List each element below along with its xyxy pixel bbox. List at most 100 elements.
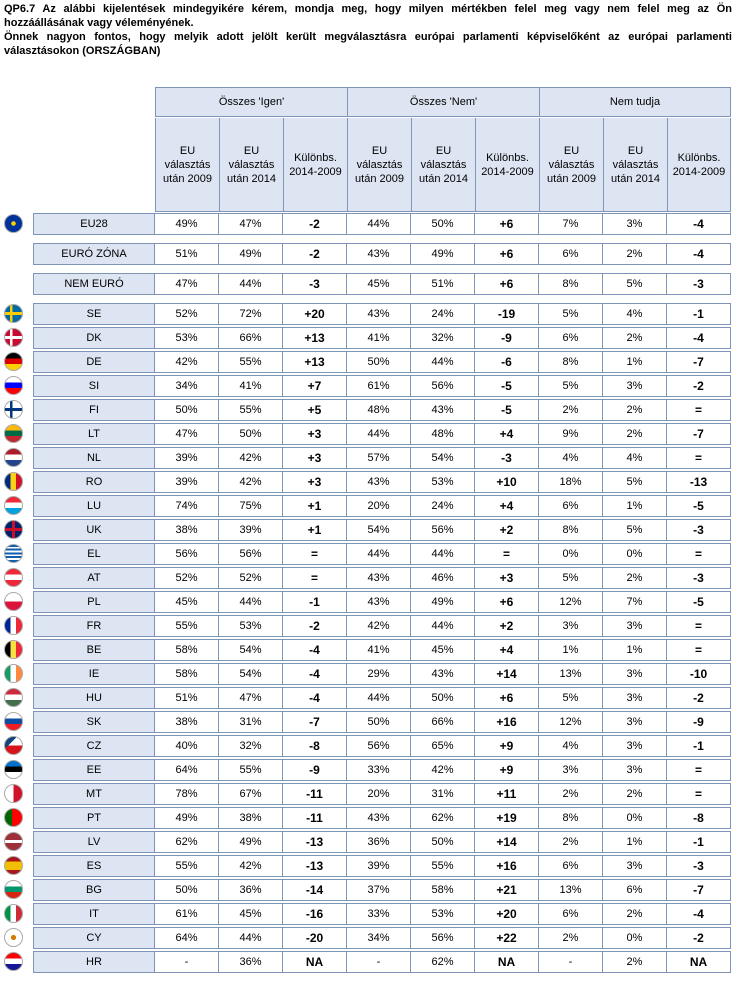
difference-cell: = [667, 543, 731, 565]
value-cell: 44% [411, 543, 475, 565]
value-cell: 3% [603, 855, 667, 877]
difference-cell: +11 [475, 783, 539, 805]
difference-cell: +5 [283, 399, 347, 421]
value-cell: 2% [603, 783, 667, 805]
value-cell: 43% [347, 303, 411, 325]
value-cell: 43% [411, 399, 475, 421]
difference-cell: -3 [667, 273, 731, 295]
value-cell: 3% [539, 759, 603, 781]
value-cell: 0% [539, 543, 603, 565]
flag-ie-icon [4, 664, 23, 683]
difference-cell: -13 [667, 471, 731, 493]
difference-cell: -5 [667, 495, 731, 517]
difference-cell: -4 [667, 327, 731, 349]
value-cell: 12% [539, 711, 603, 733]
value-cell: 64% [155, 759, 219, 781]
value-cell: 2% [539, 783, 603, 805]
difference-cell: = [667, 399, 731, 421]
value-cell: 4% [603, 447, 667, 469]
value-cell: 5% [539, 687, 603, 709]
value-cell: 52% [155, 567, 219, 589]
row-label: PL [33, 591, 155, 613]
value-cell: 7% [603, 591, 667, 613]
difference-cell: +19 [475, 807, 539, 829]
row-label: DE [33, 351, 155, 373]
value-cell: 54% [347, 519, 411, 541]
difference-cell: -1 [283, 591, 347, 613]
row-label: FR [33, 615, 155, 637]
value-cell: - [347, 951, 411, 973]
value-cell: 55% [219, 351, 283, 373]
flag-be-icon [4, 640, 23, 659]
flag-fr-icon [4, 616, 23, 635]
value-cell: 55% [155, 615, 219, 637]
row-label: MT [33, 783, 155, 805]
column-header: EU választás után 2009 [539, 118, 603, 212]
value-cell: 50% [219, 423, 283, 445]
row-label: LT [33, 423, 155, 445]
difference-cell: +13 [283, 351, 347, 373]
value-cell: 37% [347, 879, 411, 901]
difference-cell: -6 [475, 351, 539, 373]
difference-cell: +21 [475, 879, 539, 901]
value-cell: 2% [603, 567, 667, 589]
value-cell: 55% [219, 399, 283, 421]
difference-cell: +9 [475, 759, 539, 781]
value-cell: 50% [411, 687, 475, 709]
row-label: HU [33, 687, 155, 709]
value-cell: 7% [539, 213, 603, 235]
value-cell: 31% [219, 711, 283, 733]
row-label: AT [33, 567, 155, 589]
value-cell: 66% [219, 327, 283, 349]
flag-at-icon [4, 568, 23, 587]
value-cell: 49% [155, 807, 219, 829]
value-cell: 43% [347, 243, 411, 265]
value-cell: 5% [539, 303, 603, 325]
value-cell: 2% [539, 927, 603, 949]
value-cell: 49% [219, 831, 283, 853]
value-cell: 44% [219, 273, 283, 295]
difference-cell: +6 [475, 687, 539, 709]
value-cell: 57% [347, 447, 411, 469]
flag-hu-icon [4, 688, 23, 707]
value-cell: 2% [603, 951, 667, 973]
value-cell: 5% [603, 519, 667, 541]
row-label: FI [33, 399, 155, 421]
difference-cell: +20 [283, 303, 347, 325]
value-cell: 39% [155, 471, 219, 493]
flag-bg-icon [4, 880, 23, 899]
value-cell: 49% [219, 243, 283, 265]
value-cell: 2% [603, 423, 667, 445]
difference-cell: -1 [667, 303, 731, 325]
difference-cell: -14 [283, 879, 347, 901]
row-label: LU [33, 495, 155, 517]
difference-cell: +6 [475, 243, 539, 265]
difference-cell: -19 [475, 303, 539, 325]
column-header: EU választás után 2009 [155, 118, 219, 212]
value-cell: 56% [155, 543, 219, 565]
row-label: RO [33, 471, 155, 493]
value-cell: 3% [539, 615, 603, 637]
difference-cell: = [283, 567, 347, 589]
difference-cell: -9 [475, 327, 539, 349]
flag-lv-icon [4, 832, 23, 851]
row-label: HR [33, 951, 155, 973]
value-cell: 2% [603, 399, 667, 421]
flag-dk-icon [4, 328, 23, 347]
flag-el-icon [4, 544, 23, 563]
value-cell: 4% [603, 303, 667, 325]
value-cell: 32% [411, 327, 475, 349]
value-cell: 38% [155, 711, 219, 733]
difference-cell: = [667, 615, 731, 637]
difference-cell: -5 [475, 399, 539, 421]
value-cell: 52% [219, 567, 283, 589]
difference-cell: +6 [475, 273, 539, 295]
flag-pl-icon [4, 592, 23, 611]
value-cell: 50% [347, 711, 411, 733]
value-cell: 20% [347, 783, 411, 805]
row-label: UK [33, 519, 155, 541]
value-cell: 9% [539, 423, 603, 445]
difference-cell: +6 [475, 591, 539, 613]
difference-cell: -4 [283, 687, 347, 709]
value-cell: 13% [539, 663, 603, 685]
